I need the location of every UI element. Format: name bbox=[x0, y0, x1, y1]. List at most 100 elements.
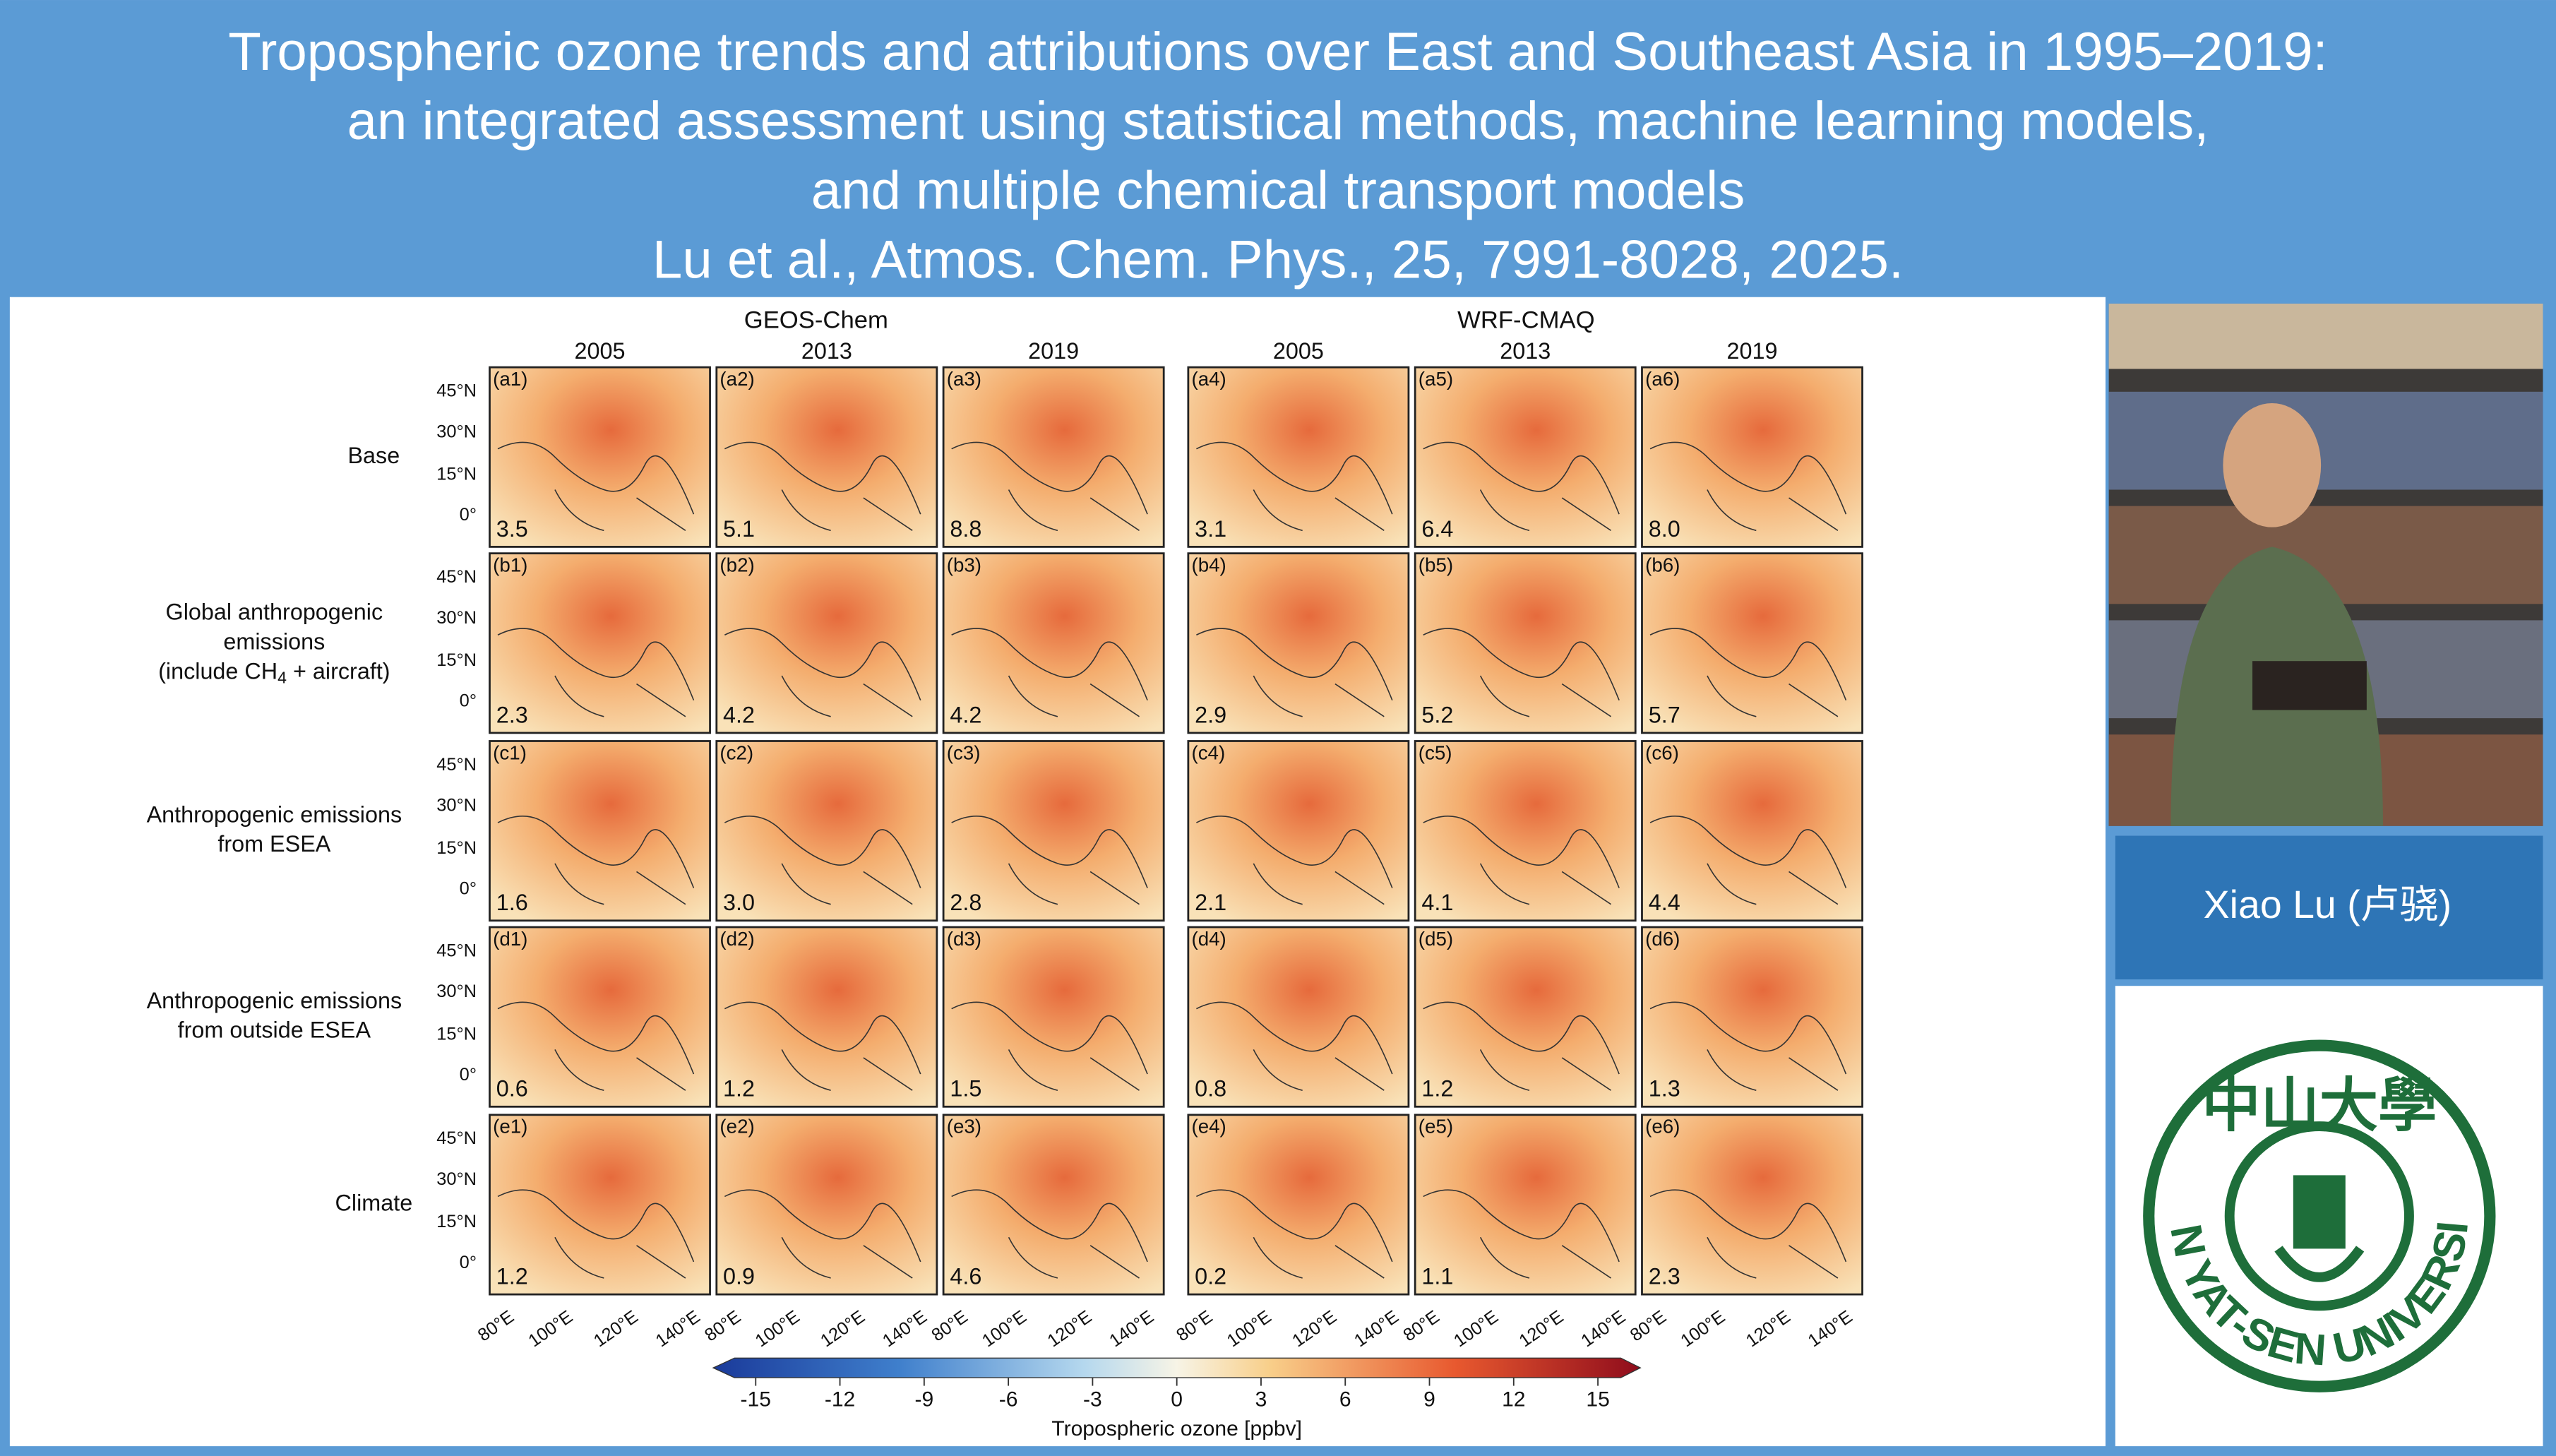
coastline bbox=[724, 628, 921, 717]
coastline bbox=[497, 628, 695, 717]
map-panel bbox=[715, 1114, 938, 1296]
lat-label: 0° bbox=[460, 691, 477, 711]
row-label: from outside ESEA bbox=[178, 1018, 371, 1043]
map-panel bbox=[942, 552, 1165, 734]
panel-value: 4.2 bbox=[950, 702, 981, 727]
lat-label: 30°N bbox=[436, 1169, 477, 1189]
coastline bbox=[951, 1189, 1148, 1279]
map-panel bbox=[1414, 740, 1637, 922]
map-panel bbox=[1641, 926, 1863, 1108]
panel-label: (e5) bbox=[1419, 1116, 1453, 1138]
map-panel bbox=[942, 740, 1165, 922]
coastline bbox=[1196, 441, 1393, 532]
row-label: Anthropogenic emissions bbox=[147, 801, 402, 827]
panel-value: 1.6 bbox=[496, 890, 528, 915]
colorbar-tick-label: -3 bbox=[1083, 1388, 1102, 1411]
panel-label: (c6) bbox=[1645, 741, 1679, 763]
map-panel bbox=[489, 366, 711, 548]
coastline bbox=[724, 441, 921, 532]
lat-label: 30°N bbox=[436, 796, 477, 816]
colorbar-tick-label: -12 bbox=[825, 1388, 855, 1411]
colorbar-tick-label: 0 bbox=[1171, 1388, 1183, 1411]
coastline bbox=[951, 1001, 1148, 1091]
header-line: and multiple chemical transport models bbox=[811, 160, 1745, 220]
panel-value: 0.8 bbox=[1195, 1076, 1226, 1102]
panel-value: 1.1 bbox=[1421, 1264, 1453, 1289]
map-panel bbox=[942, 926, 1165, 1108]
coastline bbox=[951, 628, 1148, 717]
author-photo bbox=[2108, 303, 2543, 826]
panel-label: (e1) bbox=[493, 1116, 527, 1138]
model-title: WRF-CMAQ bbox=[1457, 307, 1594, 334]
coastline bbox=[1423, 441, 1620, 532]
panel-label: (b4) bbox=[1191, 554, 1226, 575]
lat-label: 15°N bbox=[436, 1024, 477, 1044]
lat-label: 15°N bbox=[436, 1212, 477, 1231]
panel-value: 4.1 bbox=[1421, 890, 1453, 915]
coastline bbox=[497, 441, 695, 532]
lat-label: 30°N bbox=[436, 608, 477, 628]
coastline bbox=[951, 441, 1148, 532]
map-panel bbox=[1187, 552, 1410, 734]
panel-label: (a4) bbox=[1191, 368, 1226, 390]
panel-value: 4.2 bbox=[723, 702, 755, 727]
panel-value: 4.4 bbox=[1649, 890, 1680, 915]
coastline bbox=[1423, 1189, 1620, 1279]
panel-label: (e6) bbox=[1645, 1116, 1680, 1138]
colorbar-tick-label: 15 bbox=[1586, 1388, 1609, 1411]
header: Tropospheric ozone trends and attributio… bbox=[228, 22, 2328, 290]
coastline bbox=[497, 1189, 695, 1279]
row-label: Global anthropogenic bbox=[166, 599, 383, 625]
panel-label: (b6) bbox=[1645, 554, 1680, 575]
panel-label: (a5) bbox=[1419, 368, 1453, 390]
colorbar-tick-label: 6 bbox=[1339, 1388, 1351, 1411]
header-line: Lu et al., Atmos. Chem. Phys., 25, 7991-… bbox=[652, 229, 1904, 290]
panel-label: (c3) bbox=[947, 741, 981, 763]
panel-value: 1.2 bbox=[496, 1264, 528, 1289]
coastline bbox=[497, 1001, 695, 1091]
map-panel bbox=[1414, 926, 1637, 1108]
panel-label: (a3) bbox=[947, 368, 981, 390]
name-box bbox=[2115, 835, 2543, 979]
panel-label: (b2) bbox=[719, 554, 754, 575]
coastline bbox=[1423, 1001, 1620, 1091]
coastline bbox=[1649, 441, 1847, 532]
coastline bbox=[1423, 628, 1620, 717]
header-line: an integrated assessment using statistic… bbox=[347, 91, 2209, 151]
map-panel bbox=[489, 926, 711, 1108]
coastline bbox=[1649, 1001, 1847, 1091]
coastline bbox=[724, 1189, 921, 1279]
coastline bbox=[1649, 628, 1847, 717]
year-label: 2013 bbox=[1500, 338, 1551, 364]
panel-value: 1.5 bbox=[950, 1076, 981, 1102]
lat-label: 45°N bbox=[436, 941, 477, 960]
panel-label: (b3) bbox=[947, 554, 981, 575]
row-label: (include CH4 + aircraft) bbox=[158, 658, 390, 687]
panel-value: 3.1 bbox=[1195, 516, 1226, 542]
panel-label: (d2) bbox=[719, 928, 754, 950]
panel-value: 2.9 bbox=[1195, 702, 1226, 727]
panel-value: 0.2 bbox=[1195, 1264, 1226, 1289]
coastline bbox=[1649, 816, 1847, 905]
colorbar-label: Tropospheric ozone [ppbv] bbox=[1051, 1417, 1302, 1440]
row-label: emissions bbox=[223, 628, 325, 654]
row-label: Climate bbox=[335, 1191, 413, 1216]
coastline bbox=[1196, 816, 1393, 905]
map-panel bbox=[1187, 926, 1410, 1108]
coastline bbox=[1196, 628, 1393, 717]
panel-label: (b5) bbox=[1419, 554, 1453, 575]
year-label: 2019 bbox=[1028, 338, 1079, 364]
map-panel bbox=[489, 552, 711, 734]
panel-label: (d4) bbox=[1191, 928, 1226, 950]
panel-label: (e3) bbox=[947, 1116, 981, 1138]
panel-label: (c2) bbox=[719, 741, 753, 763]
lat-label: 45°N bbox=[436, 755, 477, 775]
panel-value: 3.5 bbox=[496, 516, 528, 542]
panel-label: (c1) bbox=[493, 741, 527, 763]
panel-label: (a1) bbox=[493, 368, 527, 390]
subscript: 4 bbox=[277, 669, 287, 687]
year-label: 2005 bbox=[1273, 338, 1324, 364]
map-panel bbox=[715, 740, 938, 922]
